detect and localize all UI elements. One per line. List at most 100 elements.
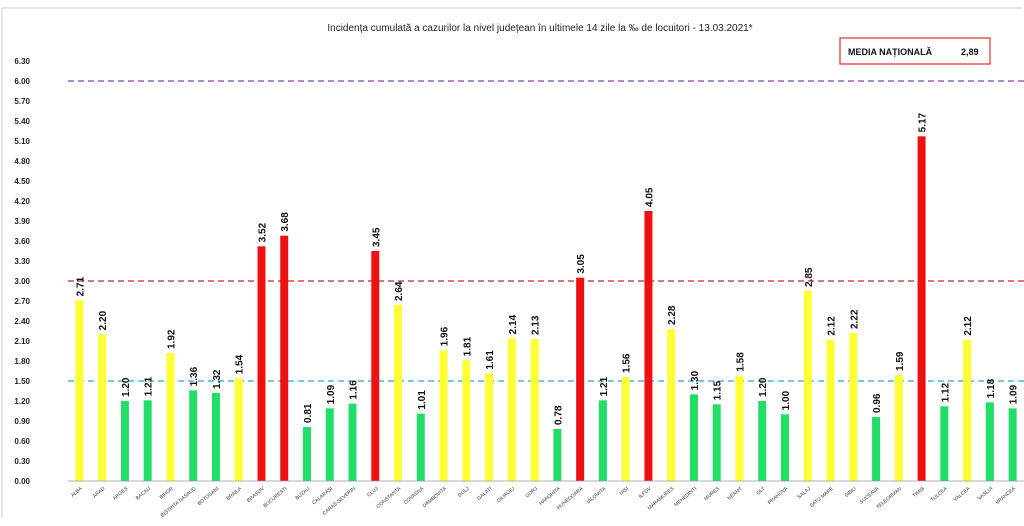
bar	[75, 300, 84, 481]
value-label: 5.17	[918, 112, 929, 132]
value-label: 1.59	[895, 351, 906, 371]
bar	[712, 404, 721, 481]
bar	[553, 429, 562, 481]
value-label: 1.54	[235, 354, 246, 374]
value-label: 3.68	[280, 212, 291, 232]
bar	[644, 211, 653, 481]
bar	[781, 414, 789, 481]
y-tick-label: 5.70	[14, 97, 30, 106]
y-tick-label: 3.00	[14, 277, 30, 286]
y-tick-label: 2.40	[14, 317, 30, 326]
value-label: 2.28	[667, 305, 678, 325]
value-label: 1.61	[485, 350, 496, 370]
bar	[849, 333, 858, 481]
bars	[75, 136, 1017, 482]
bar	[257, 246, 266, 481]
value-label: 1.16	[349, 380, 360, 400]
bar	[689, 394, 698, 481]
bar	[394, 305, 403, 481]
value-label: 1.00	[781, 390, 792, 410]
bar	[416, 413, 425, 481]
y-tick-label: 1.80	[14, 357, 30, 366]
y-tick-label: 4.80	[14, 157, 30, 166]
value-label: 4.05	[644, 187, 655, 207]
value-label: 0.96	[872, 393, 883, 413]
value-label: 1.30	[690, 370, 701, 390]
value-label: 1.36	[189, 366, 200, 386]
value-label: 1.09	[1009, 384, 1020, 404]
value-label: 1.01	[417, 390, 428, 410]
y-tick-label: 3.90	[14, 217, 30, 226]
y-tick-label: 5.40	[14, 117, 30, 126]
media-box-frame	[839, 37, 991, 65]
bar	[1008, 408, 1017, 481]
bar	[598, 400, 607, 481]
chart-title: Incidența cumulată a cazurilor la nivel …	[327, 23, 752, 34]
value-label: 1.96	[440, 326, 451, 346]
bar	[826, 339, 835, 481]
value-label: 1.20	[758, 377, 769, 397]
y-tick-label: 4.20	[14, 197, 30, 206]
value-label: 1.15	[713, 380, 724, 400]
bar	[98, 334, 107, 481]
value-label: 2.71	[75, 276, 86, 296]
value-label: 1.56	[622, 353, 633, 373]
bar	[940, 406, 949, 481]
bar	[758, 401, 767, 481]
value-label: 1.21	[599, 376, 610, 396]
bar	[985, 402, 994, 481]
value-label: 2.13	[531, 315, 542, 335]
bar	[963, 339, 972, 481]
bar	[371, 251, 380, 481]
value-label: 1.32	[212, 369, 223, 389]
value-label: 2.64	[394, 281, 405, 301]
bar	[143, 400, 152, 481]
value-label: 3.05	[576, 254, 587, 274]
bar	[735, 375, 744, 481]
y-tick-label: 2.70	[14, 297, 30, 306]
value-label: 3.45	[371, 227, 382, 247]
category-label: OLT	[755, 486, 766, 497]
y-tick-label: 0.90	[14, 417, 30, 426]
media-label: MEDIA NAȚIONALĂ	[848, 47, 933, 57]
bar	[303, 427, 311, 481]
value-label: 3.52	[257, 222, 268, 242]
y-tick-label: 0.30	[14, 457, 30, 466]
value-label: 1.18	[986, 378, 997, 398]
value-label: 1.09	[326, 384, 337, 404]
value-label: 2.14	[508, 314, 519, 334]
y-axis-ticks: 0.00 0.30 0.60 0.90 1.20 1.50 1.80 2.10 2.40 2.70…	[14, 57, 30, 486]
value-label: 2.12	[827, 316, 838, 336]
bar	[507, 338, 516, 481]
y-tick-label: 6.00	[14, 77, 30, 86]
bar	[211, 393, 220, 481]
value-label: 1.92	[166, 329, 177, 349]
value-label: 1.58	[735, 352, 746, 372]
value-label: 2.22	[849, 309, 860, 329]
bar	[462, 360, 471, 481]
y-tick-label: 0.00	[14, 477, 30, 486]
value-labels: 2.71 2.20 1.20 1.21 1.92 1.36 1.32 1.54 3.52 3.68…	[75, 112, 1019, 425]
y-tick-label: 6.30	[14, 57, 30, 66]
bar	[917, 136, 926, 482]
y-tick-label: 2.10	[14, 337, 30, 346]
value-label: 1.12	[940, 382, 951, 402]
bar	[872, 417, 881, 481]
value-label: 0.78	[553, 405, 564, 425]
bar	[576, 277, 585, 481]
bar	[166, 353, 175, 481]
y-tick-label: 0.60	[14, 437, 30, 446]
bar	[189, 390, 198, 481]
value-label: 1.21	[144, 376, 155, 396]
bar	[621, 377, 630, 481]
bar	[325, 408, 334, 481]
value-label: 2.20	[98, 310, 109, 330]
bar	[803, 291, 812, 481]
bar	[234, 378, 243, 481]
y-tick-label: 5.10	[14, 137, 30, 146]
y-tick-label: 3.60	[14, 237, 30, 246]
bar	[439, 350, 448, 481]
media-value: 2,89	[961, 47, 979, 57]
